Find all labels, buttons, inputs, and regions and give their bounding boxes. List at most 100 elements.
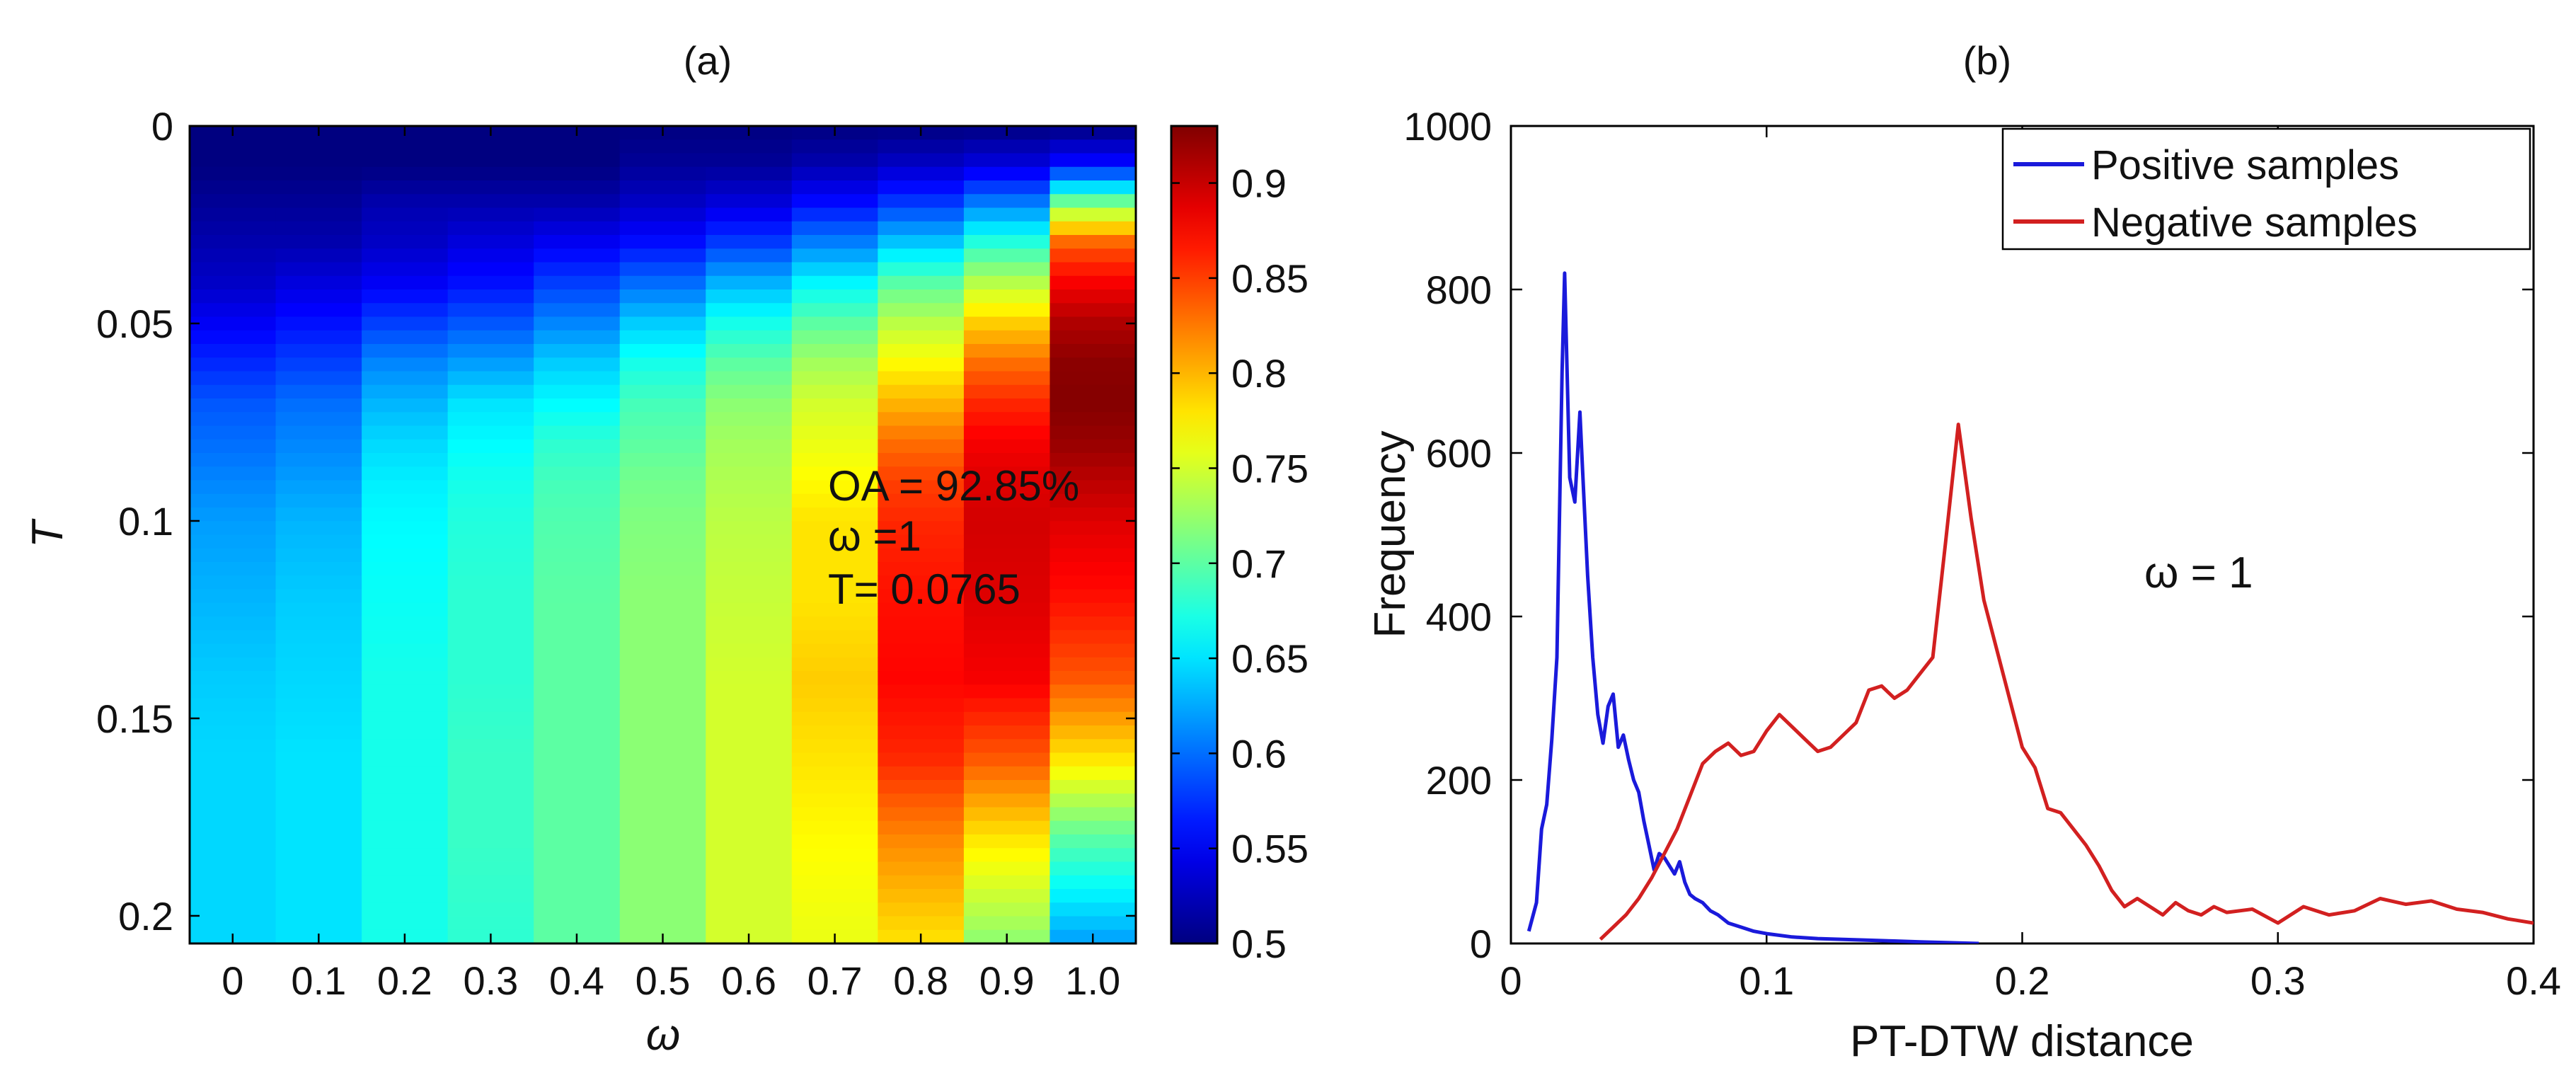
heatmap-cell: [1050, 466, 1137, 481]
heatmap-cell: [963, 562, 1051, 577]
heatmap-cell: [275, 739, 362, 754]
heatmap-cell: [362, 303, 449, 318]
heatmap-cell: [275, 834, 362, 849]
heatmap-cell: [878, 303, 965, 318]
heatmap-cell: [878, 752, 965, 767]
heatmap-cell: [447, 262, 534, 277]
heatmap-cell: [275, 902, 362, 917]
heatmap-cell: [190, 221, 277, 236]
heatmap-cell: [963, 616, 1051, 631]
heatmap-cell: [190, 453, 277, 468]
x-tick-label: 0.4: [549, 958, 604, 1003]
heatmap-cell: [1050, 916, 1137, 931]
heatmap-cell: [362, 398, 449, 413]
heatmap-cell: [963, 466, 1051, 481]
heatmap-cell: [963, 330, 1051, 345]
heatmap-cell: [190, 616, 277, 631]
heatmap-cell: [275, 153, 362, 168]
panel-b-label: (b): [1963, 38, 2011, 83]
heatmap-cell: [791, 357, 879, 372]
heatmap-cell: [791, 221, 879, 236]
heatmap-cell: [619, 820, 707, 835]
heatmap-cell: [878, 820, 965, 835]
heatmap-cell: [791, 289, 879, 304]
heatmap-cell: [190, 875, 277, 890]
heatmap-cell: [534, 493, 621, 508]
heatmap-cell: [1050, 848, 1137, 863]
heatmap-cell: [706, 889, 793, 904]
heatmap-cell: [619, 548, 707, 563]
heatmap-cell: [190, 630, 277, 645]
heatmap-cell: [706, 139, 793, 154]
heatmap-cell: [963, 262, 1051, 277]
colorbar-tick-label: 0.5: [1231, 922, 1287, 966]
heatmap-cell: [275, 275, 362, 290]
heatmap-cell: [1050, 889, 1137, 904]
heatmap-cell: [1050, 235, 1137, 250]
heatmap-cell: [878, 848, 965, 863]
heatmap-cell: [447, 303, 534, 318]
heatmap-cell: [706, 316, 793, 331]
heatmap-cell: [190, 316, 277, 331]
heatmap-cell: [791, 207, 879, 222]
heatmap-cell: [362, 493, 449, 508]
heatmap-cell: [791, 739, 879, 754]
heatmap-cell: [1050, 275, 1137, 290]
heatmap-cell: [362, 330, 449, 345]
heatmap-cell: [706, 643, 793, 658]
heatmap-cell: [963, 848, 1051, 863]
heatmap-cell: [447, 344, 534, 359]
panel-a-label: (a): [684, 38, 732, 83]
x-tick-label: 0.5: [636, 958, 691, 1003]
y-tick-label: 0.05: [96, 302, 173, 346]
heatmap-cell: [706, 793, 793, 808]
panel-a-x-axis-label: ω: [646, 1011, 680, 1060]
heatmap-cell: [1050, 820, 1137, 835]
heatmap-cell: [275, 330, 362, 345]
heatmap-cell: [878, 725, 965, 740]
heatmap-cell: [362, 207, 449, 222]
heatmap-cell: [878, 453, 965, 468]
heatmap-cell: [619, 616, 707, 631]
heatmap-cell: [190, 684, 277, 699]
heatmap-cell: [963, 657, 1051, 672]
heatmap-cell: [963, 384, 1051, 399]
heatmap-cell: [1050, 289, 1137, 304]
heatmap-cell: [1050, 657, 1137, 672]
heatmap-cell: [706, 221, 793, 236]
heatmap-cell: [619, 698, 707, 713]
heatmap-cell: [791, 562, 879, 577]
heatmap-cell: [362, 752, 449, 767]
heatmap-cell: [619, 357, 707, 372]
heatmap-cell: [362, 316, 449, 331]
y-tick-label: 1000: [1403, 104, 1492, 149]
heatmap-cell: [706, 711, 793, 726]
heatmap-cell: [878, 780, 965, 795]
heatmap-cell: [791, 453, 879, 468]
heatmap-cell: [619, 153, 707, 168]
heatmap-cell: [1050, 739, 1137, 754]
heatmap-cell: [190, 330, 277, 345]
heatmap-cell: [706, 902, 793, 917]
heatmap-cell: [1050, 725, 1137, 740]
heatmap-cell: [190, 371, 277, 386]
heatmap-cell: [362, 861, 449, 876]
x-tick-label: 0.3: [463, 958, 518, 1003]
heatmap-cell: [534, 207, 621, 222]
heatmap-cell: [963, 412, 1051, 427]
heatmap-cell: [534, 589, 621, 604]
heatmap-cell: [791, 916, 879, 931]
heatmap-cell: [706, 466, 793, 481]
heatmap-cell: [534, 384, 621, 399]
heatmap-cell: [791, 153, 879, 168]
heatmap-cell: [791, 194, 879, 209]
heatmap-cell: [275, 602, 362, 617]
heatmap-cell: [190, 466, 277, 481]
heatmap-cell: [706, 575, 793, 590]
heatmap-cell: [362, 344, 449, 359]
heatmap-cell: [878, 875, 965, 890]
heatmap-cell: [1050, 398, 1137, 413]
heatmap-cell: [362, 807, 449, 822]
heatmap-cell: [275, 316, 362, 331]
x-tick-label: 0.7: [807, 958, 863, 1003]
